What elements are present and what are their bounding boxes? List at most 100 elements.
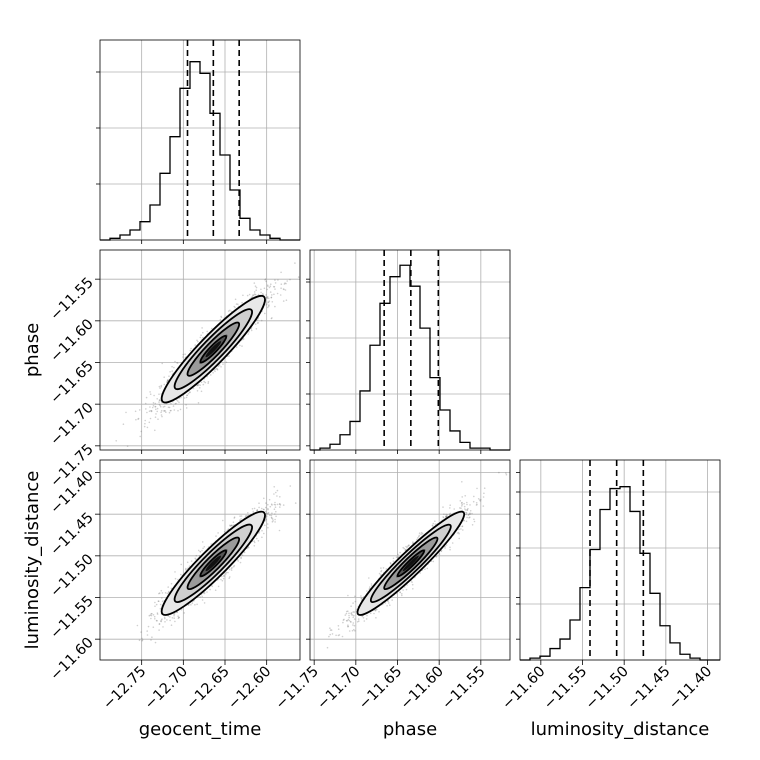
sample-point bbox=[175, 402, 177, 405]
sample-point bbox=[463, 519, 465, 522]
panel-contents bbox=[100, 460, 300, 660]
sample-point bbox=[405, 588, 408, 591]
sample-point bbox=[122, 423, 125, 426]
sample-point bbox=[445, 513, 447, 516]
sample-point bbox=[154, 601, 156, 604]
sample-point bbox=[241, 345, 243, 347]
sample-point bbox=[268, 304, 270, 306]
y-tick-label: −11.60 bbox=[48, 635, 97, 684]
sample-point bbox=[146, 426, 149, 429]
sample-point bbox=[186, 394, 189, 397]
sample-point bbox=[341, 635, 344, 638]
sample-point bbox=[264, 506, 267, 509]
sample-point bbox=[168, 590, 170, 593]
sample-point bbox=[270, 514, 273, 517]
sample-point bbox=[462, 529, 464, 531]
sample-point bbox=[482, 505, 485, 507]
sample-point bbox=[221, 575, 223, 578]
panel-frame bbox=[309, 249, 511, 451]
sample-point bbox=[389, 604, 391, 606]
sample-point bbox=[267, 503, 269, 506]
sample-point bbox=[156, 612, 159, 614]
sample-point bbox=[152, 626, 155, 628]
sample-point bbox=[177, 578, 179, 581]
sample-point bbox=[150, 613, 152, 615]
sample-point bbox=[456, 532, 459, 534]
sample-point bbox=[173, 409, 176, 411]
x-tick-label: −11.70 bbox=[314, 664, 363, 713]
sample-point bbox=[387, 600, 389, 602]
sample-point bbox=[258, 506, 260, 509]
sample-point bbox=[144, 419, 146, 422]
sample-point bbox=[466, 501, 468, 504]
sample-point bbox=[252, 294, 255, 297]
sample-point bbox=[230, 567, 233, 570]
sample-point bbox=[202, 336, 204, 339]
sample-point bbox=[365, 618, 368, 620]
sample-point bbox=[468, 513, 470, 516]
contour-line-1 bbox=[186, 536, 241, 591]
sample-point bbox=[235, 303, 238, 305]
sample-point bbox=[373, 612, 375, 615]
sample-point bbox=[194, 344, 196, 346]
sample-point bbox=[261, 293, 264, 295]
sample-point bbox=[260, 291, 262, 294]
sample-point bbox=[186, 561, 189, 564]
y-tick-label: −11.70 bbox=[48, 400, 97, 449]
sample-point bbox=[358, 620, 360, 622]
sample-point bbox=[276, 489, 279, 492]
sample-point bbox=[252, 510, 254, 513]
sample-point bbox=[178, 401, 180, 404]
sample-point bbox=[263, 287, 266, 290]
sample-point bbox=[235, 346, 238, 348]
sample-point bbox=[253, 545, 256, 547]
sample-point bbox=[147, 625, 150, 628]
sample-point bbox=[466, 509, 469, 511]
sample-point bbox=[271, 521, 274, 523]
sample-point bbox=[412, 588, 414, 590]
panel-frame bbox=[99, 39, 301, 241]
sample-point bbox=[279, 506, 281, 508]
sample-point bbox=[267, 507, 269, 510]
sample-point bbox=[408, 544, 410, 547]
sample-point bbox=[158, 399, 161, 402]
hist-panel-phase bbox=[306, 249, 511, 451]
sample-point bbox=[201, 599, 204, 601]
sample-point bbox=[228, 577, 230, 579]
sample-point bbox=[180, 563, 182, 566]
sample-point bbox=[480, 498, 482, 501]
sample-point bbox=[368, 577, 370, 579]
sample-point bbox=[229, 309, 231, 312]
sample-point bbox=[266, 297, 269, 300]
sample-point bbox=[473, 495, 475, 498]
sample-point bbox=[170, 624, 173, 626]
sample-point bbox=[158, 399, 161, 401]
sample-point bbox=[182, 356, 184, 358]
sample-point bbox=[458, 532, 460, 535]
sample-point bbox=[424, 568, 426, 570]
hist-panel-luminosity_distance bbox=[516, 459, 721, 661]
sample-point bbox=[136, 624, 139, 627]
sample-point bbox=[158, 623, 161, 625]
sample-point bbox=[177, 617, 180, 620]
sample-point bbox=[379, 574, 382, 576]
sample-point bbox=[160, 589, 163, 592]
contour-line-0 bbox=[396, 549, 426, 578]
sample-point bbox=[355, 608, 358, 611]
sample-point bbox=[207, 382, 209, 385]
contour-line-3 bbox=[160, 294, 266, 404]
sample-point bbox=[183, 612, 185, 614]
x-tick-label: −12.65 bbox=[184, 664, 233, 713]
sample-point bbox=[169, 619, 171, 622]
sample-point bbox=[256, 509, 259, 511]
sample-point bbox=[274, 513, 276, 515]
sample-point bbox=[338, 634, 341, 636]
sample-point bbox=[267, 526, 269, 529]
sample-point bbox=[171, 365, 173, 368]
sample-point bbox=[170, 582, 173, 585]
sample-point bbox=[250, 329, 253, 332]
sample-point bbox=[375, 617, 377, 619]
sample-point bbox=[146, 411, 148, 414]
sample-point bbox=[382, 567, 385, 569]
sample-point bbox=[378, 611, 380, 613]
